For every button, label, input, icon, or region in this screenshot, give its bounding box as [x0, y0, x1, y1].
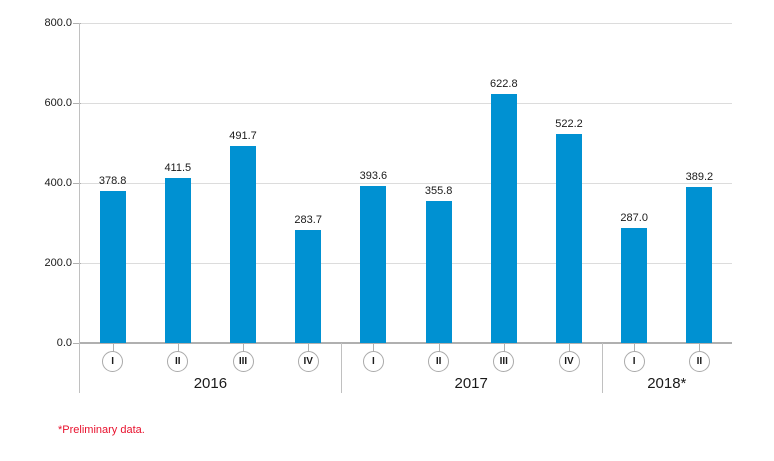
quarter-marker-connector [699, 344, 701, 352]
bar-value-label: 389.2 [685, 171, 714, 183]
bar-2017-IV [556, 134, 582, 343]
year-label-2018: 2018* [647, 375, 687, 392]
quarter-marker-connector [634, 344, 636, 352]
quarter-marker-I: I [102, 351, 124, 372]
quarter-marker-label: II [435, 356, 442, 367]
bar-2016-IV [295, 230, 322, 343]
y-axis-label-0: 0.0 [56, 337, 72, 349]
quarter-marker-connector [308, 344, 310, 352]
gridline-200 [80, 263, 732, 264]
quarter-marker-connector [243, 344, 244, 352]
y-axis-label-200: 200.0 [44, 257, 72, 269]
bar-value-label: 283.7 [294, 214, 322, 226]
quarter-marker-label: I [111, 356, 114, 367]
y-axis-tick-600 [73, 103, 81, 104]
quarter-marker-III: III [232, 351, 254, 372]
quarter-marker-II: II [688, 351, 710, 372]
quarter-marker-III: III [493, 351, 515, 372]
quarter-marker-label: III [499, 356, 508, 367]
bar-value-label: 491.7 [229, 130, 257, 142]
year-group-separator [340, 343, 342, 393]
bar-2018-I [621, 228, 648, 343]
quarter-marker-label: I [632, 356, 636, 367]
bar-2017-I [360, 186, 387, 343]
y-axis-line [79, 23, 80, 393]
bar-2016-II [164, 178, 191, 343]
quarter-marker-connector [438, 344, 440, 352]
bar-value-label: 411.5 [164, 162, 192, 174]
quarter-marker-II: II [428, 351, 450, 372]
bar-value-label: 378.8 [98, 175, 127, 187]
quarter-marker-label: I [372, 356, 375, 367]
quarter-marker-I: I [362, 351, 384, 372]
y-axis-tick-800 [73, 23, 81, 24]
year-label-2017: 2017 [454, 375, 488, 392]
quarter-marker-connector [177, 344, 179, 352]
quarter-marker-label: II [175, 356, 181, 367]
quarter-marker-I: I [623, 351, 645, 372]
y-axis-tick-0 [73, 343, 81, 344]
bar-value-label: 522.2 [555, 118, 583, 130]
x-axis-line [80, 342, 732, 344]
footnote-preliminary-data: *Preliminary data. [58, 424, 145, 436]
bar-value-label: 355.8 [424, 185, 453, 197]
y-axis-tick-200 [73, 263, 81, 264]
quarter-marker-IV: IV [297, 351, 319, 372]
quarter-marker-IV: IV [558, 351, 580, 372]
quarter-marker-connector [503, 344, 505, 352]
y-axis-tick-400 [73, 183, 81, 184]
bar-2018-II [686, 187, 713, 343]
quarter-marker-connector [569, 344, 570, 352]
quarter-marker-connector [373, 344, 375, 352]
gridline-400 [80, 183, 732, 184]
bar-2016-I [99, 191, 126, 343]
quarter-marker-label: IV [303, 356, 313, 367]
bar-value-label: 622.8 [490, 78, 518, 90]
quarter-marker-II: II [167, 351, 189, 372]
quarter-marker-label: IV [564, 356, 574, 367]
quarter-marker-label: III [238, 356, 248, 367]
year-label-2016: 2016 [193, 375, 228, 392]
quarter-marker-connector [112, 344, 114, 352]
y-axis-label-800: 800.0 [44, 17, 72, 29]
gridline-800 [80, 23, 732, 24]
y-axis-label-600: 600.0 [44, 97, 72, 109]
bar-2017-III [490, 94, 517, 343]
bar-2017-II [425, 201, 452, 343]
bar-value-label: 287.0 [620, 212, 648, 224]
quarter-marker-label: II [696, 356, 703, 367]
bar-value-label: 393.6 [359, 170, 388, 182]
y-axis-label-400: 400.0 [44, 177, 72, 189]
bar-2016-III [230, 146, 256, 343]
gridline-600 [80, 103, 732, 104]
year-group-separator [601, 343, 603, 393]
